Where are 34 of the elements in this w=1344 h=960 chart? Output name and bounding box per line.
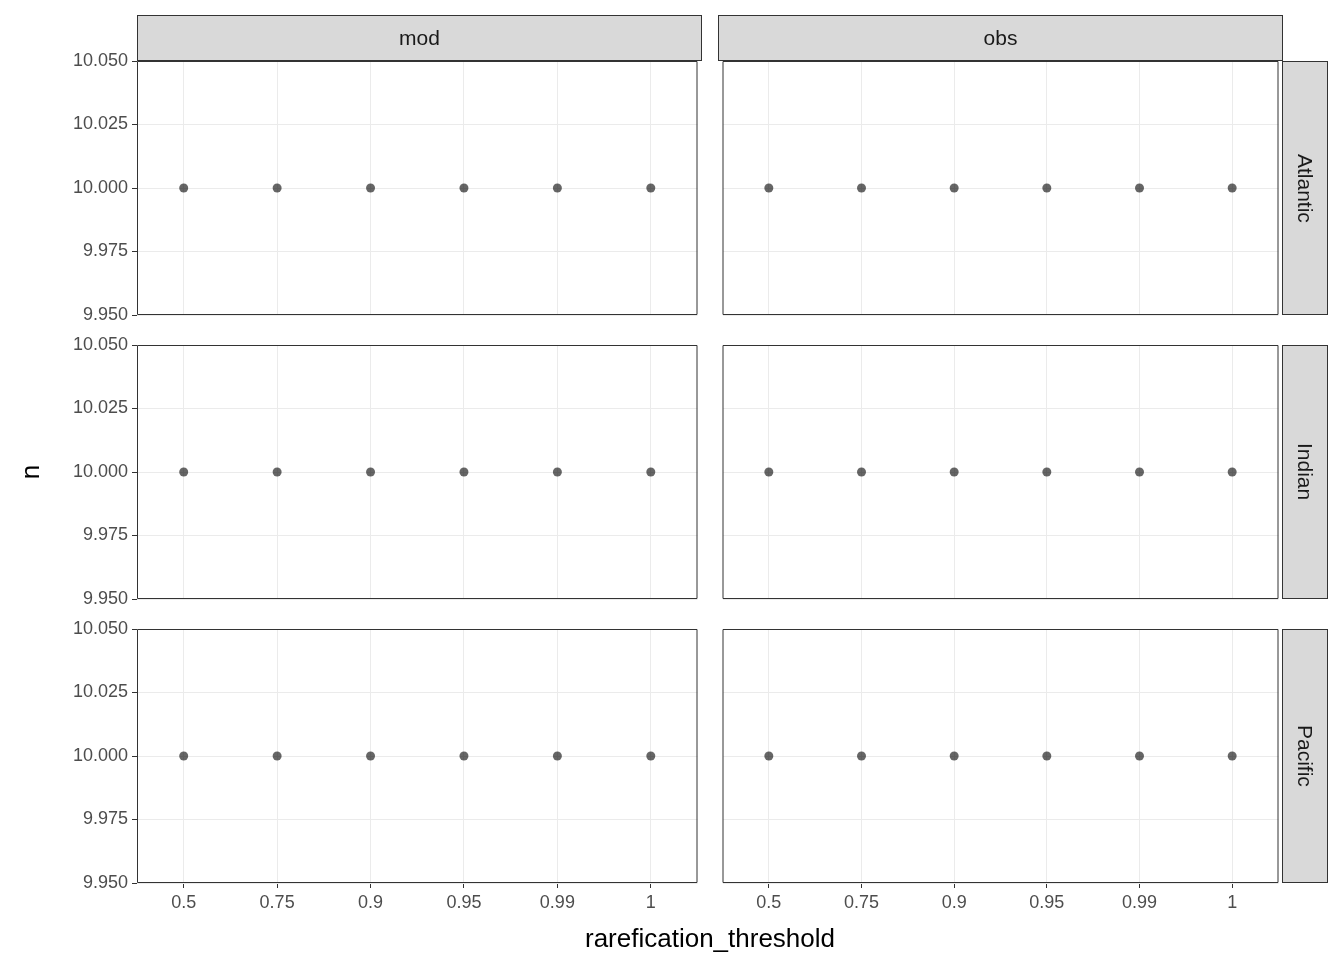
y2-axis-title: Atlantic bbox=[1282, 61, 1328, 315]
x-tick-label: 0.9 bbox=[941, 891, 967, 912]
y-tick-label: 9.950 bbox=[82, 871, 128, 892]
y-axis-title: n bbox=[14, 464, 46, 480]
y-tick-label: 9.950 bbox=[82, 303, 128, 324]
x-tick-label: 0.5 bbox=[756, 891, 782, 912]
y2-axis-title: Indian bbox=[1282, 345, 1328, 599]
x-tick-label: 0.9 bbox=[358, 891, 384, 912]
y-tick-label: 10.025 bbox=[72, 397, 128, 418]
x-tick-label: 0.99 bbox=[539, 891, 575, 912]
x-tick-label: 1 bbox=[1227, 891, 1238, 912]
x-tick-label: 0.95 bbox=[1029, 891, 1065, 912]
x-tick-label: 0.95 bbox=[446, 891, 482, 912]
y-tick-label: 10.025 bbox=[72, 113, 128, 134]
y-tick-label: 10.050 bbox=[72, 333, 128, 354]
y-tick-label: 10.000 bbox=[72, 460, 128, 481]
y-tick-label: 9.975 bbox=[82, 240, 128, 261]
y-tick-label: 10.000 bbox=[72, 744, 128, 765]
x-tick-label: 0.99 bbox=[1121, 891, 1158, 912]
x-axis-title: rarefication_threshold bbox=[584, 923, 836, 954]
chart-title: mod bbox=[137, 15, 702, 61]
y-tick-label: 9.975 bbox=[82, 524, 128, 545]
y-tick-label: 10.000 bbox=[72, 176, 128, 197]
y2-axis-title: Pacific bbox=[1282, 629, 1328, 883]
x-tick-label: 0.75 bbox=[843, 891, 880, 912]
y-tick-label: 10.050 bbox=[72, 617, 128, 638]
x-tick-label: 0.75 bbox=[259, 891, 295, 912]
x-tick-label: 1 bbox=[645, 891, 656, 912]
y-tick-label: 9.975 bbox=[82, 808, 128, 829]
y-tick-label: 10.050 bbox=[72, 49, 128, 70]
x-tick-label: 0.5 bbox=[171, 891, 197, 912]
y-tick-label: 10.025 bbox=[72, 681, 128, 702]
y-tick-label: 9.950 bbox=[82, 587, 128, 608]
chart-title: obs bbox=[718, 15, 1283, 61]
